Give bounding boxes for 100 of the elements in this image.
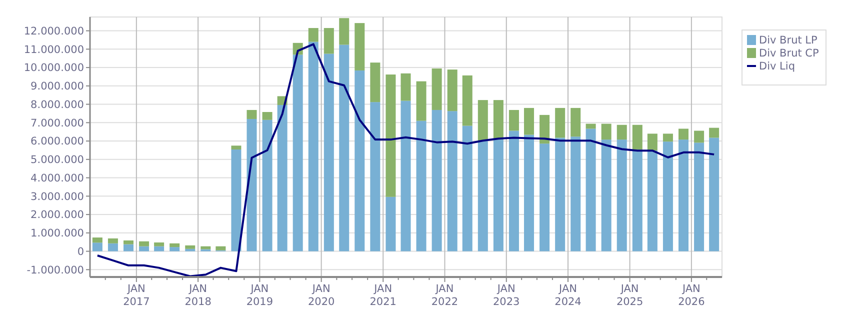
bar	[570, 136, 581, 252]
bar	[694, 142, 704, 252]
bar	[123, 244, 134, 252]
bar	[616, 140, 627, 252]
bar	[601, 140, 612, 252]
bar	[386, 196, 396, 252]
bar	[277, 105, 288, 252]
bar	[478, 100, 488, 142]
bar	[678, 128, 689, 140]
x-tick-label: JAN 2019	[246, 283, 274, 308]
bar	[292, 54, 303, 252]
x-tick-label: JAN 2024	[554, 283, 582, 308]
bar	[185, 248, 196, 252]
bar	[462, 75, 472, 126]
bar	[647, 134, 658, 151]
bar	[662, 142, 673, 252]
bar	[493, 140, 504, 252]
bar	[324, 54, 334, 252]
bar	[108, 243, 118, 252]
bar	[508, 130, 519, 252]
bar	[601, 124, 612, 140]
bar	[586, 124, 596, 129]
y-tick-label: -1.000.000	[26, 264, 84, 276]
bar	[246, 118, 257, 252]
bar	[386, 74, 396, 197]
bar	[416, 120, 426, 252]
legend-label: Div Liq	[759, 60, 795, 73]
bar	[555, 138, 566, 252]
bar	[216, 246, 226, 250]
bar	[400, 100, 411, 252]
y-tick-label: 12.000.000	[24, 25, 84, 38]
y-tick-label: 2.000.000	[30, 209, 84, 222]
bar	[447, 111, 458, 252]
bar	[524, 108, 534, 135]
bar	[139, 246, 150, 252]
x-tick-label: JAN 2023	[493, 283, 520, 308]
bar	[170, 243, 180, 248]
bar	[339, 18, 350, 45]
y-tick-label: 3.000.000	[30, 190, 84, 203]
legend-label: Div Brut CP	[759, 48, 819, 60]
bar	[339, 44, 350, 252]
bar	[616, 124, 627, 140]
bar	[354, 23, 365, 70]
y-tick-label: 4.000.000	[30, 172, 84, 184]
bar	[154, 246, 164, 252]
bar	[493, 100, 504, 140]
y-tick-label: 8.000.000	[30, 98, 84, 111]
y-tick-label: 9.000.000	[30, 80, 84, 93]
legend-label: Div Brut LP	[759, 34, 818, 47]
x-tick-label: JAN 2018	[184, 283, 212, 308]
bar	[462, 126, 472, 252]
bar	[432, 68, 442, 110]
bar	[92, 242, 102, 252]
line-series	[96, 43, 716, 278]
y-tick-label: 1.000.000	[30, 228, 84, 240]
bar	[262, 112, 272, 120]
bar	[555, 108, 566, 138]
y-tick-label: 7.000.000	[30, 117, 84, 130]
bar	[447, 70, 458, 112]
bar	[108, 238, 118, 244]
y-tick-label: 10.000.000	[24, 62, 84, 74]
y-tick-label: 6.000.000	[30, 136, 84, 148]
bar	[632, 149, 642, 252]
bar	[354, 70, 365, 252]
x-tick-label: JAN 2020	[308, 283, 335, 308]
bar	[246, 110, 257, 119]
bar	[200, 246, 211, 250]
bar	[308, 42, 318, 252]
bar	[508, 110, 519, 131]
bar	[123, 240, 134, 244]
bar	[678, 140, 689, 252]
bar	[709, 128, 720, 138]
y-tick-label: 0	[77, 246, 84, 258]
bar	[478, 141, 488, 252]
bar	[139, 241, 150, 246]
bar	[185, 245, 196, 249]
x-tick-label: JAN 2022	[431, 283, 458, 308]
x-tick-label: JAN 2025	[616, 283, 644, 308]
bar	[324, 28, 334, 54]
bar	[647, 150, 658, 252]
bar	[370, 102, 380, 252]
bar	[709, 138, 720, 252]
bar	[632, 124, 642, 150]
y-tick-label: 5.000.000	[30, 154, 84, 166]
bar	[540, 114, 550, 144]
bar	[400, 73, 411, 101]
bar	[370, 62, 380, 102]
x-tick-label: JAN 2017	[123, 283, 150, 308]
bar	[570, 108, 581, 137]
bar	[231, 146, 242, 150]
bar	[92, 237, 102, 243]
bar	[231, 149, 242, 252]
bar	[262, 120, 272, 252]
bar	[524, 134, 534, 252]
x-tick-label: JAN 2026	[678, 283, 706, 308]
bar	[416, 81, 426, 121]
bar	[540, 144, 550, 252]
bar	[432, 110, 442, 252]
bar	[170, 247, 180, 252]
bar	[308, 28, 318, 42]
